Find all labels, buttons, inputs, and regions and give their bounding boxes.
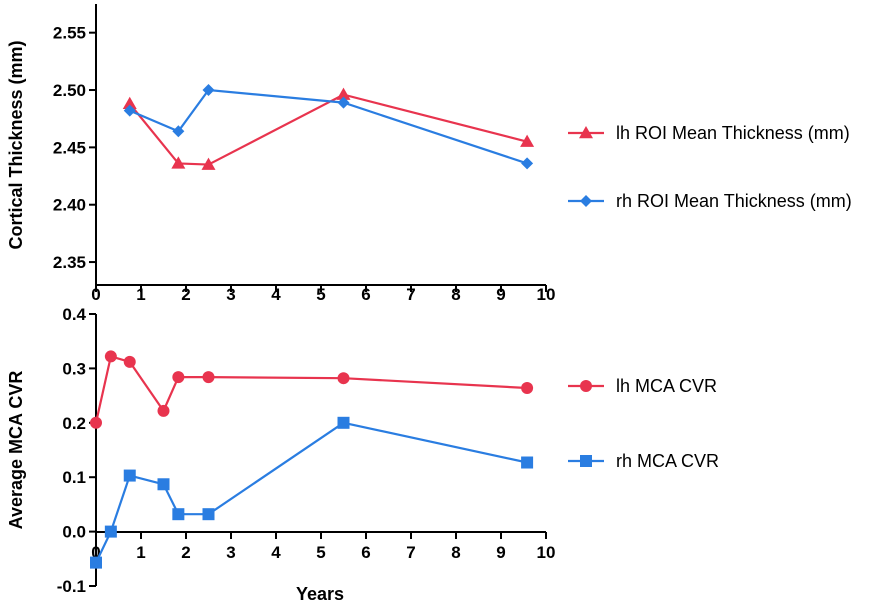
- y-tick-label: -0.1: [57, 577, 86, 596]
- legend-marker-0: [580, 380, 592, 392]
- data-point-0-2: [201, 157, 216, 170]
- x-tick-label: 9: [496, 543, 505, 562]
- x-tick-label: 7: [406, 543, 415, 562]
- x-tick-label: 5: [316, 285, 325, 304]
- x-tick-label: 6: [361, 285, 370, 304]
- data-point-0-3: [336, 87, 351, 100]
- x-tick-label: 5: [316, 543, 325, 562]
- legend-marker-0: [579, 126, 593, 139]
- y-tick-label: 2.40: [53, 196, 86, 215]
- series-group: [122, 84, 535, 170]
- y-tick-label: 2.50: [53, 81, 86, 100]
- x-tick-label: 9: [496, 285, 505, 304]
- data-point-1-3: [337, 96, 350, 109]
- data-point-1-1: [104, 525, 117, 538]
- y-tick-label: 0.0: [62, 523, 86, 542]
- x-ticks: 0 1 2 3 4 5 6 7 8 9 10: [91, 532, 555, 562]
- y-tick-label: 2.45: [53, 138, 86, 157]
- data-point-0-0: [122, 96, 137, 110]
- data-point-1-5: [202, 508, 215, 521]
- y-tick-label: 0.4: [62, 305, 86, 324]
- y-tick-label: 0.1: [62, 468, 86, 487]
- data-point-1-0: [90, 556, 102, 569]
- y-ticks: -0.1 0.0 0.1 0.2 0.3 0.4: [57, 305, 96, 596]
- x-tick-label: 0: [91, 543, 100, 562]
- x-tick-label: 4: [271, 543, 281, 562]
- data-point-0-1: [171, 156, 186, 169]
- x-tick-label: 10: [537, 285, 556, 304]
- cvr-chart: -0.1 0.0 0.1 0.2 0.3 0.4 0 1 2 3 4 5 6 7 8 9 10 Average…: [6, 305, 719, 604]
- y-ticks: 2.35 2.40 2.45 2.50 2.55: [53, 24, 96, 272]
- x-tick-label: 10: [537, 543, 556, 562]
- data-point-1-7: [521, 456, 534, 469]
- y-tick-label: 2.55: [53, 24, 86, 43]
- y-tick-label: 0.3: [62, 359, 86, 378]
- x-tick-label: 8: [451, 543, 460, 562]
- x-tick-label: 1: [136, 543, 145, 562]
- data-point-1-4: [521, 157, 534, 170]
- data-point-0-6: [337, 372, 350, 385]
- data-point-0-7: [521, 381, 534, 394]
- legend: lh ROI Mean Thickness (mm) rh ROI Mean Th…: [568, 123, 852, 211]
- x-tick-label: 7: [406, 285, 415, 304]
- x-tick-label: 3: [226, 285, 235, 304]
- legend-marker-1: [580, 195, 592, 207]
- legend-label-1: rh MCA CVR: [616, 451, 719, 471]
- data-point-0-4: [172, 371, 185, 384]
- series-group: [90, 350, 534, 569]
- x-axis-title: Years: [296, 584, 344, 604]
- legend-marker-1: [580, 455, 592, 467]
- x-tick-label: 1: [136, 285, 145, 304]
- legend-label-1: rh ROI Mean Thickness (mm): [616, 191, 852, 211]
- y-axis-title: Cortical Thickness (mm): [6, 40, 26, 249]
- data-point-1-3: [157, 478, 170, 491]
- legend-label-0: lh MCA CVR: [616, 376, 717, 396]
- series-line-0: [128, 93, 528, 166]
- y-tick-label: 0.2: [62, 414, 86, 433]
- x-tick-label: 8: [451, 285, 460, 304]
- y-axis-title: Average MCA CVR: [6, 371, 26, 530]
- x-tick-label: 2: [181, 285, 190, 304]
- data-point-1-1: [172, 125, 185, 138]
- data-point-1-0: [123, 104, 136, 117]
- data-point-0-5: [202, 371, 215, 384]
- x-tick-label: 0: [91, 285, 100, 304]
- x-tick-label: 2: [181, 543, 190, 562]
- x-tick-label: 6: [361, 543, 370, 562]
- data-point-0-1: [104, 350, 117, 363]
- series-line-1: [95, 421, 528, 564]
- data-point-1-4: [172, 508, 185, 521]
- x-tick-label: 4: [271, 285, 281, 304]
- data-point-1-2: [123, 469, 136, 482]
- data-point-0-4: [520, 134, 535, 147]
- x-ticks: 0 1 2 3 4 5 6 7 8 9 10: [91, 285, 555, 304]
- legend-label-0: lh ROI Mean Thickness (mm): [616, 123, 850, 143]
- data-point-0-3: [157, 404, 170, 417]
- data-point-0-2: [123, 355, 136, 368]
- y-tick-label: 2.35: [53, 253, 86, 272]
- data-point-0-0: [90, 416, 102, 429]
- data-point-1-2: [202, 84, 215, 97]
- data-point-1-6: [337, 416, 350, 429]
- x-tick-label: 3: [226, 543, 235, 562]
- legend: lh MCA CVR rh MCA CVR: [568, 376, 719, 471]
- thickness-chart: 2.35 2.40 2.45 2.50 2.55 0 1 2 3 4 5 6 7 8 9 10 Cortic…: [6, 4, 852, 304]
